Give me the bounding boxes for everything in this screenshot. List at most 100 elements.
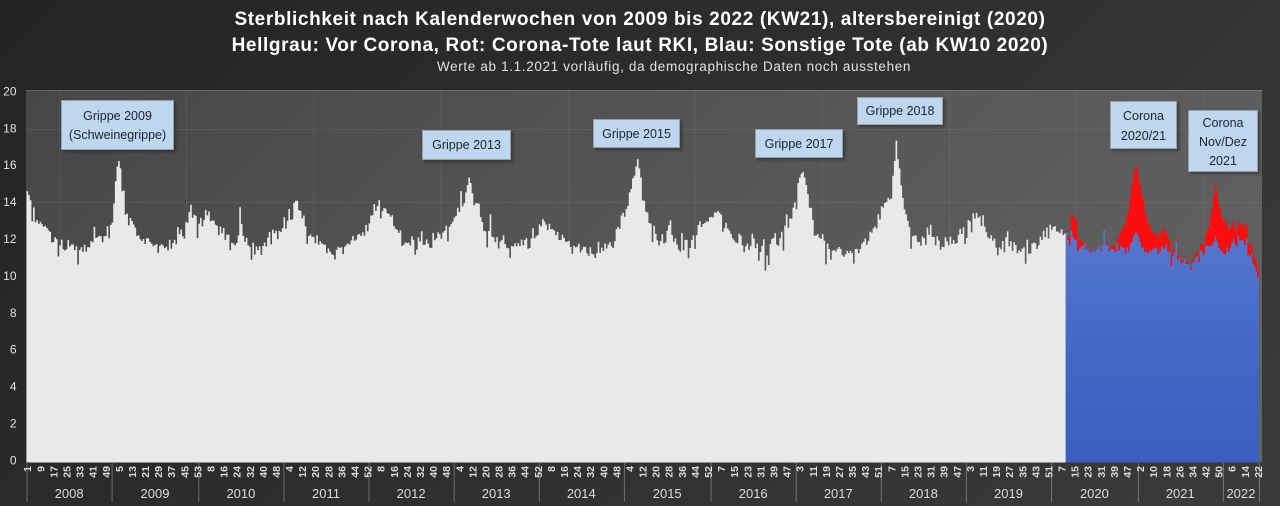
svg-text:20: 20 (651, 466, 663, 478)
svg-text:2015: 2015 (653, 486, 682, 501)
svg-text:29: 29 (153, 466, 165, 478)
svg-text:2017: 2017 (824, 486, 853, 501)
svg-text:14: 14 (3, 195, 17, 209)
svg-text:16: 16 (389, 466, 401, 478)
svg-text:39: 39 (1109, 466, 1121, 478)
svg-text:48: 48 (271, 466, 283, 478)
svg-text:32: 32 (245, 466, 257, 478)
svg-text:9: 9 (35, 466, 47, 472)
svg-text:7: 7 (716, 466, 728, 472)
svg-text:48: 48 (611, 466, 623, 478)
svg-text:8: 8 (206, 466, 218, 472)
svg-text:23: 23 (1083, 466, 1095, 478)
svg-text:2021: 2021 (1166, 486, 1195, 501)
svg-text:2009: 2009 (141, 486, 170, 501)
svg-text:3: 3 (965, 466, 977, 472)
svg-text:14: 14 (1240, 466, 1252, 478)
svg-text:18: 18 (1161, 466, 1173, 478)
svg-text:15: 15 (899, 466, 911, 478)
svg-text:28: 28 (494, 466, 506, 478)
svg-text:53: 53 (192, 466, 204, 478)
svg-text:15: 15 (1070, 466, 1082, 478)
svg-text:19: 19 (991, 466, 1003, 478)
svg-text:43: 43 (1030, 466, 1042, 478)
svg-text:36: 36 (677, 466, 689, 478)
svg-text:2012: 2012 (397, 486, 426, 501)
svg-text:50: 50 (1214, 466, 1226, 478)
svg-text:47: 47 (952, 466, 964, 478)
svg-text:4: 4 (625, 466, 637, 472)
svg-text:2: 2 (1135, 466, 1147, 472)
svg-text:13: 13 (127, 466, 139, 478)
svg-text:31: 31 (755, 466, 767, 478)
svg-text:2: 2 (10, 417, 17, 431)
svg-text:35: 35 (1017, 466, 1029, 478)
svg-text:6: 6 (1227, 466, 1239, 472)
svg-text:40: 40 (258, 466, 270, 478)
svg-text:40: 40 (598, 466, 610, 478)
svg-text:44: 44 (350, 466, 362, 478)
svg-text:11: 11 (978, 466, 990, 477)
svg-text:23: 23 (742, 466, 754, 478)
svg-text:51: 51 (873, 466, 885, 478)
svg-text:36: 36 (336, 466, 348, 478)
svg-text:24: 24 (232, 466, 244, 478)
svg-text:12: 12 (467, 466, 479, 478)
svg-text:39: 39 (939, 466, 951, 478)
svg-text:52: 52 (703, 466, 715, 478)
svg-text:Hellgrau: Vor Corona, Rot: Cor: Hellgrau: Vor Corona, Rot: Corona-Tote l… (232, 35, 1049, 56)
svg-text:20: 20 (3, 84, 17, 98)
svg-text:2010: 2010 (226, 486, 255, 501)
svg-text:24: 24 (402, 466, 414, 478)
svg-text:6: 6 (10, 343, 17, 357)
svg-text:52: 52 (533, 466, 545, 478)
svg-text:52: 52 (363, 466, 375, 478)
svg-text:31: 31 (1096, 466, 1108, 478)
svg-text:19: 19 (821, 466, 833, 478)
svg-text:45: 45 (179, 466, 191, 478)
svg-text:12: 12 (3, 232, 17, 246)
svg-text:42: 42 (1201, 466, 1213, 478)
svg-text:27: 27 (834, 466, 846, 478)
svg-text:33: 33 (75, 466, 87, 478)
svg-text:2014: 2014 (567, 486, 596, 501)
svg-text:2008: 2008 (55, 486, 84, 501)
svg-text:24: 24 (572, 466, 584, 478)
svg-text:8: 8 (10, 306, 17, 320)
svg-text:18: 18 (3, 121, 17, 135)
svg-text:27: 27 (1004, 466, 1016, 478)
svg-text:7: 7 (1057, 466, 1069, 472)
svg-text:17: 17 (48, 466, 60, 478)
svg-text:15: 15 (729, 466, 741, 478)
svg-text:36: 36 (507, 466, 519, 478)
svg-text:37: 37 (166, 466, 178, 478)
svg-text:Sterblichkeit nach Kalenderwoc: Sterblichkeit nach Kalenderwochen von 20… (234, 9, 1045, 30)
svg-text:8: 8 (376, 466, 388, 472)
svg-text:2011: 2011 (312, 486, 340, 501)
svg-text:47: 47 (1122, 466, 1134, 478)
svg-text:1: 1 (22, 466, 34, 472)
svg-text:2018: 2018 (909, 486, 938, 501)
svg-text:Werte ab 1.1.2021 vorläufig, d: Werte ab 1.1.2021 vorläufig, da demograp… (437, 59, 911, 74)
svg-text:12: 12 (297, 466, 309, 478)
svg-text:16: 16 (559, 466, 571, 478)
svg-text:10: 10 (3, 269, 17, 283)
svg-text:51: 51 (1043, 466, 1055, 478)
svg-text:11: 11 (808, 466, 820, 477)
svg-text:8: 8 (546, 466, 558, 472)
svg-text:32: 32 (415, 466, 427, 478)
svg-text:16: 16 (3, 158, 17, 172)
svg-text:48: 48 (441, 466, 453, 478)
svg-text:40: 40 (428, 466, 440, 478)
svg-text:20: 20 (480, 466, 492, 478)
svg-text:28: 28 (323, 466, 335, 478)
svg-text:25: 25 (62, 466, 74, 478)
svg-text:0: 0 (10, 453, 17, 467)
svg-text:47: 47 (782, 466, 794, 478)
svg-text:23: 23 (913, 466, 925, 478)
svg-text:43: 43 (860, 466, 872, 478)
svg-text:31: 31 (926, 466, 938, 478)
svg-text:22: 22 (1253, 466, 1265, 478)
svg-text:20: 20 (310, 466, 322, 478)
svg-text:10: 10 (1148, 466, 1160, 478)
